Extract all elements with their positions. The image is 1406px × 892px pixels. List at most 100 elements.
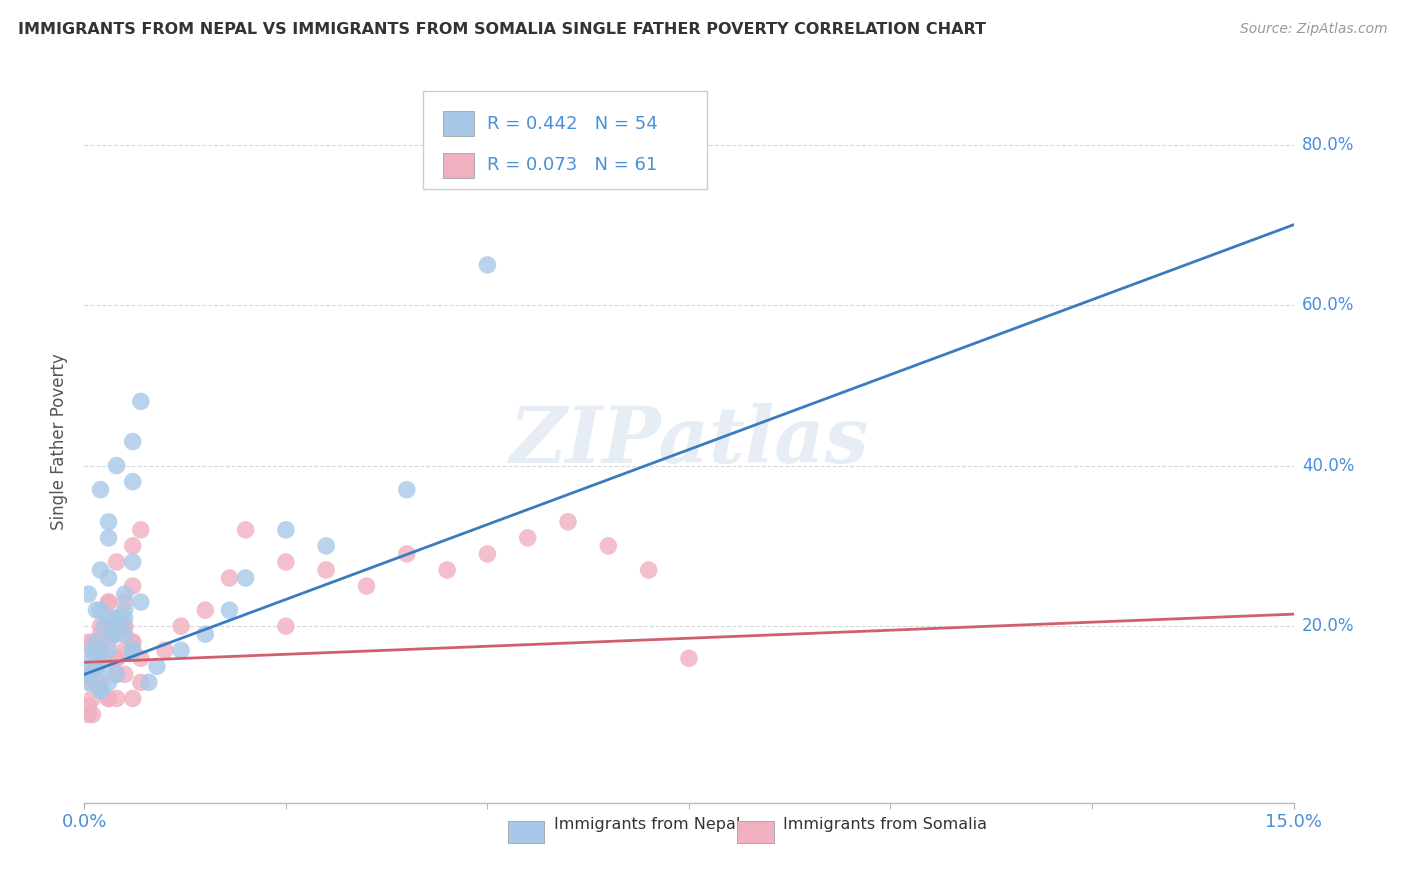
Point [89, 627, 111, 641]
Text: IMMIGRANTS FROM NEPAL VS IMMIGRANTS FROM SOMALIA SINGLE FATHER POVERTY CORRELATI: IMMIGRANTS FROM NEPAL VS IMMIGRANTS FROM… [18, 22, 986, 37]
Point [82, 635, 104, 649]
Point [93, 619, 115, 633]
Point [89, 675, 111, 690]
Point [114, 627, 136, 641]
Point [82, 707, 104, 722]
Point [170, 643, 193, 657]
Point [82, 659, 104, 673]
Point [516, 531, 538, 545]
Point [97, 675, 120, 690]
Point [121, 555, 143, 569]
Point [274, 619, 297, 633]
Point [274, 555, 297, 569]
FancyBboxPatch shape [508, 821, 544, 843]
Point [105, 667, 128, 681]
Text: 20.0%: 20.0% [1302, 617, 1354, 635]
Point [97, 611, 120, 625]
Point [170, 619, 193, 633]
Point [77, 667, 100, 681]
Point [114, 611, 136, 625]
Point [477, 547, 499, 561]
Point [82, 667, 104, 681]
Point [82, 643, 104, 657]
Point [89, 643, 111, 657]
Point [598, 539, 620, 553]
Point [114, 619, 136, 633]
Point [97, 691, 120, 706]
Point [114, 643, 136, 657]
Point [105, 458, 128, 473]
Point [86, 603, 108, 617]
Point [97, 619, 120, 633]
Point [86, 675, 108, 690]
Point [93, 659, 115, 673]
Point [97, 595, 120, 609]
Text: 40.0%: 40.0% [1302, 457, 1354, 475]
Point [86, 659, 108, 673]
Point [218, 571, 240, 585]
Point [105, 691, 128, 706]
Point [395, 483, 418, 497]
Point [129, 675, 152, 690]
Point [121, 434, 143, 449]
Point [114, 667, 136, 681]
Point [82, 643, 104, 657]
Point [121, 579, 143, 593]
Text: R = 0.442   N = 54: R = 0.442 N = 54 [486, 115, 658, 133]
Y-axis label: Single Father Poverty: Single Father Poverty [51, 353, 69, 530]
Point [153, 643, 176, 657]
Point [194, 627, 217, 641]
Text: Immigrants from Nepal: Immigrants from Nepal [554, 817, 740, 832]
Point [121, 643, 143, 657]
Point [77, 699, 100, 714]
Point [97, 515, 120, 529]
Point [121, 635, 143, 649]
Point [557, 515, 579, 529]
Point [105, 611, 128, 625]
Point [101, 627, 124, 641]
Point [218, 603, 240, 617]
Point [89, 683, 111, 698]
Point [89, 643, 111, 657]
Point [97, 635, 120, 649]
Point [114, 619, 136, 633]
Text: 60.0%: 60.0% [1302, 296, 1354, 314]
Point [121, 539, 143, 553]
Point [101, 627, 124, 641]
Point [315, 539, 337, 553]
Point [82, 651, 104, 665]
Point [89, 683, 111, 698]
Point [89, 651, 111, 665]
Point [86, 659, 108, 673]
Point [129, 595, 152, 609]
Point [129, 651, 152, 665]
Point [82, 691, 104, 706]
Point [89, 635, 111, 649]
Point [97, 595, 120, 609]
Point [146, 659, 169, 673]
Point [77, 667, 100, 681]
Point [77, 675, 100, 690]
Point [97, 691, 120, 706]
Point [194, 603, 217, 617]
Point [105, 651, 128, 665]
Point [315, 563, 337, 577]
Point [235, 523, 257, 537]
Text: 80.0%: 80.0% [1302, 136, 1354, 153]
Point [97, 643, 120, 657]
Point [82, 667, 104, 681]
Point [105, 651, 128, 665]
Point [105, 667, 128, 681]
Point [114, 595, 136, 609]
Point [356, 579, 378, 593]
Point [89, 483, 111, 497]
Point [121, 635, 143, 649]
Point [121, 475, 143, 489]
Point [89, 635, 111, 649]
Point [678, 651, 700, 665]
Point [477, 258, 499, 272]
Point [97, 571, 120, 585]
Point [105, 611, 128, 625]
Point [97, 531, 120, 545]
Point [114, 587, 136, 601]
